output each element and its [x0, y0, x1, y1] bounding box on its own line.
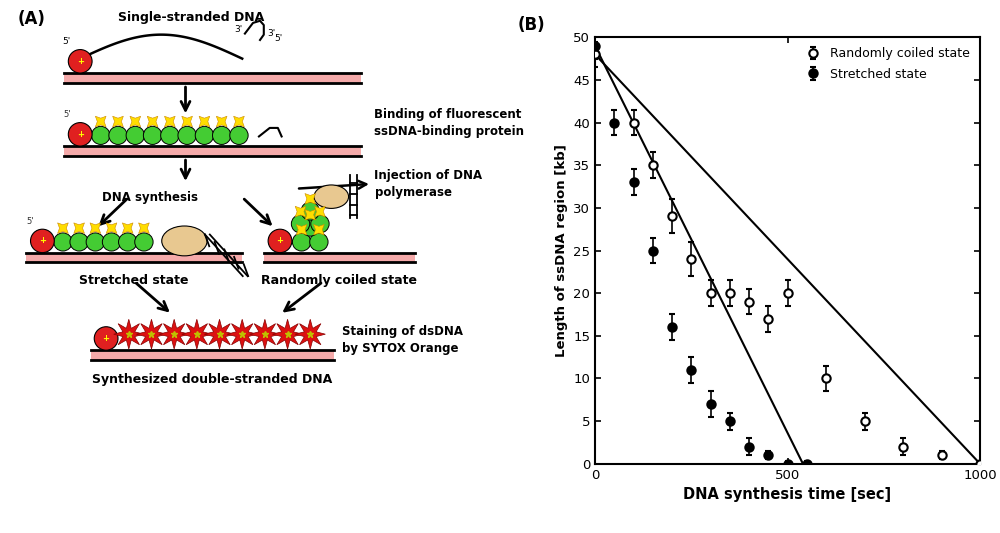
Polygon shape [106, 223, 117, 233]
Circle shape [291, 215, 310, 233]
Bar [264, 253, 415, 262]
Bar [91, 350, 334, 360]
Circle shape [102, 233, 121, 251]
Polygon shape [199, 116, 210, 127]
Circle shape [54, 233, 72, 251]
Circle shape [126, 126, 144, 144]
Polygon shape [295, 206, 306, 217]
Text: Binding of fluorescent
ssDNA-binding protein: Binding of fluorescent ssDNA-binding pro… [374, 108, 524, 138]
Circle shape [94, 327, 118, 350]
Text: 3': 3' [268, 29, 276, 38]
X-axis label: DNA synthesis time [sec]: DNA synthesis time [sec] [683, 487, 892, 502]
Polygon shape [182, 319, 212, 349]
Bar [64, 146, 361, 156]
Polygon shape [95, 116, 106, 127]
Text: Synthesized double-stranded DNA: Synthesized double-stranded DNA [92, 373, 333, 386]
Circle shape [230, 126, 248, 144]
Circle shape [161, 126, 179, 144]
Text: 3': 3' [234, 25, 242, 34]
Text: +: + [77, 57, 84, 66]
Circle shape [292, 233, 311, 251]
Polygon shape [130, 116, 141, 127]
Polygon shape [122, 223, 133, 233]
Polygon shape [164, 116, 175, 127]
Polygon shape [90, 223, 101, 233]
Polygon shape [113, 116, 123, 127]
Text: 5': 5' [26, 217, 34, 226]
Polygon shape [272, 319, 303, 349]
Polygon shape [139, 223, 149, 233]
Text: +: + [77, 130, 84, 139]
Circle shape [68, 50, 92, 73]
Legend: Randomly coiled state, Stretched state: Randomly coiled state, Stretched state [796, 44, 974, 85]
Text: Staining of dsDNA
by SYTOX Orange: Staining of dsDNA by SYTOX Orange [342, 325, 463, 355]
Text: +: + [39, 237, 46, 245]
Circle shape [70, 233, 88, 251]
Polygon shape [305, 193, 316, 204]
Text: (B): (B) [518, 16, 546, 34]
Text: 5': 5' [63, 37, 71, 46]
Circle shape [178, 126, 196, 144]
Text: Randomly coiled state: Randomly coiled state [261, 274, 417, 287]
Circle shape [31, 229, 54, 253]
Text: 5': 5' [275, 35, 283, 43]
Polygon shape [74, 223, 84, 233]
Polygon shape [250, 319, 280, 349]
Text: (A): (A) [18, 10, 46, 28]
Circle shape [311, 215, 329, 233]
Text: +: + [276, 237, 284, 245]
Polygon shape [296, 224, 307, 235]
Text: 5': 5' [63, 110, 70, 119]
Polygon shape [204, 319, 235, 349]
Text: Single-stranded DNA: Single-stranded DNA [118, 11, 264, 24]
Polygon shape [159, 319, 189, 349]
Polygon shape [58, 223, 68, 233]
Circle shape [301, 202, 319, 220]
Polygon shape [216, 116, 227, 127]
Circle shape [119, 233, 137, 251]
Circle shape [195, 126, 214, 144]
Circle shape [268, 229, 292, 253]
Polygon shape [234, 116, 244, 127]
Polygon shape [182, 116, 192, 127]
Circle shape [92, 126, 110, 144]
Text: +: + [103, 334, 110, 343]
Ellipse shape [314, 185, 349, 208]
Polygon shape [147, 116, 158, 127]
Circle shape [301, 218, 319, 236]
Text: DNA synthesis: DNA synthesis [102, 191, 198, 204]
Ellipse shape [162, 226, 207, 256]
Circle shape [86, 233, 105, 251]
Y-axis label: Length of ssDNA region [kb]: Length of ssDNA region [kb] [555, 144, 568, 357]
Polygon shape [227, 319, 257, 349]
Bar [26, 253, 242, 262]
Polygon shape [315, 206, 325, 217]
Polygon shape [314, 224, 324, 235]
Circle shape [109, 126, 127, 144]
Polygon shape [295, 319, 325, 349]
Circle shape [135, 233, 153, 251]
Bar [64, 73, 361, 83]
Text: Stretched state: Stretched state [79, 274, 189, 287]
Circle shape [310, 233, 328, 251]
Polygon shape [114, 319, 144, 349]
Circle shape [68, 123, 92, 146]
Polygon shape [305, 209, 316, 220]
Circle shape [212, 126, 231, 144]
Polygon shape [136, 319, 167, 349]
Text: Injection of DNA
polymerase: Injection of DNA polymerase [374, 169, 483, 199]
Circle shape [143, 126, 162, 144]
